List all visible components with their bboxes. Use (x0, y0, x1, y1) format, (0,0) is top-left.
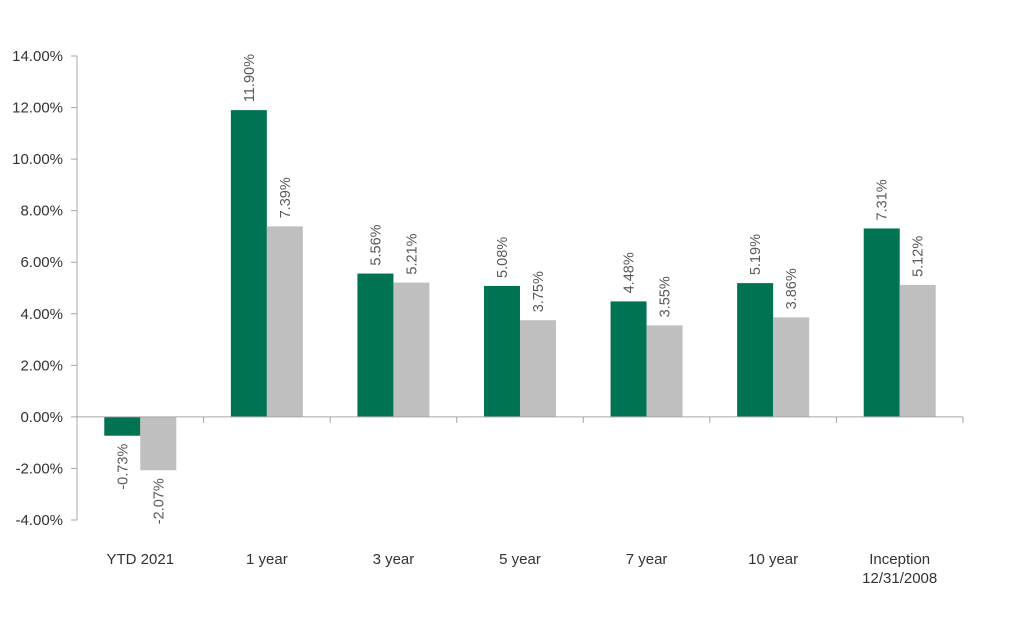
bar-series-1 (104, 416, 141, 436)
x-category-label: 10 year (748, 551, 798, 568)
bar-series-2 (140, 416, 177, 471)
y-tick-label: 2.00% (20, 357, 63, 374)
data-label: 5.19% (748, 234, 764, 275)
data-label: 5.12% (911, 236, 927, 277)
y-tick-label: 12.00% (12, 100, 63, 117)
x-category-label: 7 year (626, 551, 668, 568)
bar-series-1 (484, 285, 520, 417)
y-tick-label: -4.00% (15, 512, 63, 529)
data-labels: -0.73% 11.90% 5.56% 5.08% 4.48% 5.19% 7.31% -2.… (115, 54, 926, 524)
data-label: 7.39% (278, 177, 294, 218)
x-category-label: YTD 2021 (107, 551, 175, 568)
x-category-label: 1 year (246, 551, 288, 568)
data-label: 4.48% (622, 252, 638, 293)
bar-series-1 (737, 283, 774, 417)
data-label: 5.56% (368, 224, 384, 265)
y-tick-label: 0.00% (20, 409, 63, 426)
data-label: 3.55% (658, 276, 674, 317)
y-tick-label: 8.00% (20, 203, 63, 220)
y-axis: 14.00% 12.00% 10.00% 8.00% 6.00% 4.00% 2.00% 0.… (12, 48, 78, 529)
bar-series-2 (393, 282, 430, 417)
y-tick-label: 10.00% (12, 151, 63, 168)
y-tick-label: 4.00% (20, 306, 63, 323)
bar-series-2 (646, 325, 683, 417)
bar-series-2 (520, 320, 556, 417)
x-category-label: 5 year (499, 551, 541, 568)
data-label: -2.07% (151, 478, 167, 524)
data-label: 5.21% (404, 233, 420, 274)
y-tick-label: -2.00% (15, 460, 63, 477)
bar-series-1 (357, 273, 394, 417)
x-category-label: Inception 12/31/2008 (862, 551, 937, 587)
bars (104, 110, 936, 471)
bar-series-2 (773, 317, 810, 417)
bar-series-2 (899, 284, 936, 417)
data-label: 5.08% (495, 237, 511, 278)
bar-series-1 (863, 228, 900, 417)
y-tick-label: 6.00% (20, 254, 63, 271)
bar-series-1 (230, 110, 267, 417)
y-tick-label: 14.00% (12, 48, 63, 65)
x-axis: YTD 2021 1 year 3 year 5 year 7 year 10 year I… (76, 416, 964, 587)
data-label: -0.73% (115, 444, 131, 490)
x-category-label: 3 year (373, 551, 415, 568)
data-label: 11.90% (242, 54, 258, 102)
data-label: 3.75% (531, 271, 547, 312)
data-label: 3.86% (784, 268, 800, 309)
bar-series-2 (266, 226, 303, 417)
bar-series-1 (610, 301, 647, 417)
data-label: 7.31% (875, 179, 891, 220)
